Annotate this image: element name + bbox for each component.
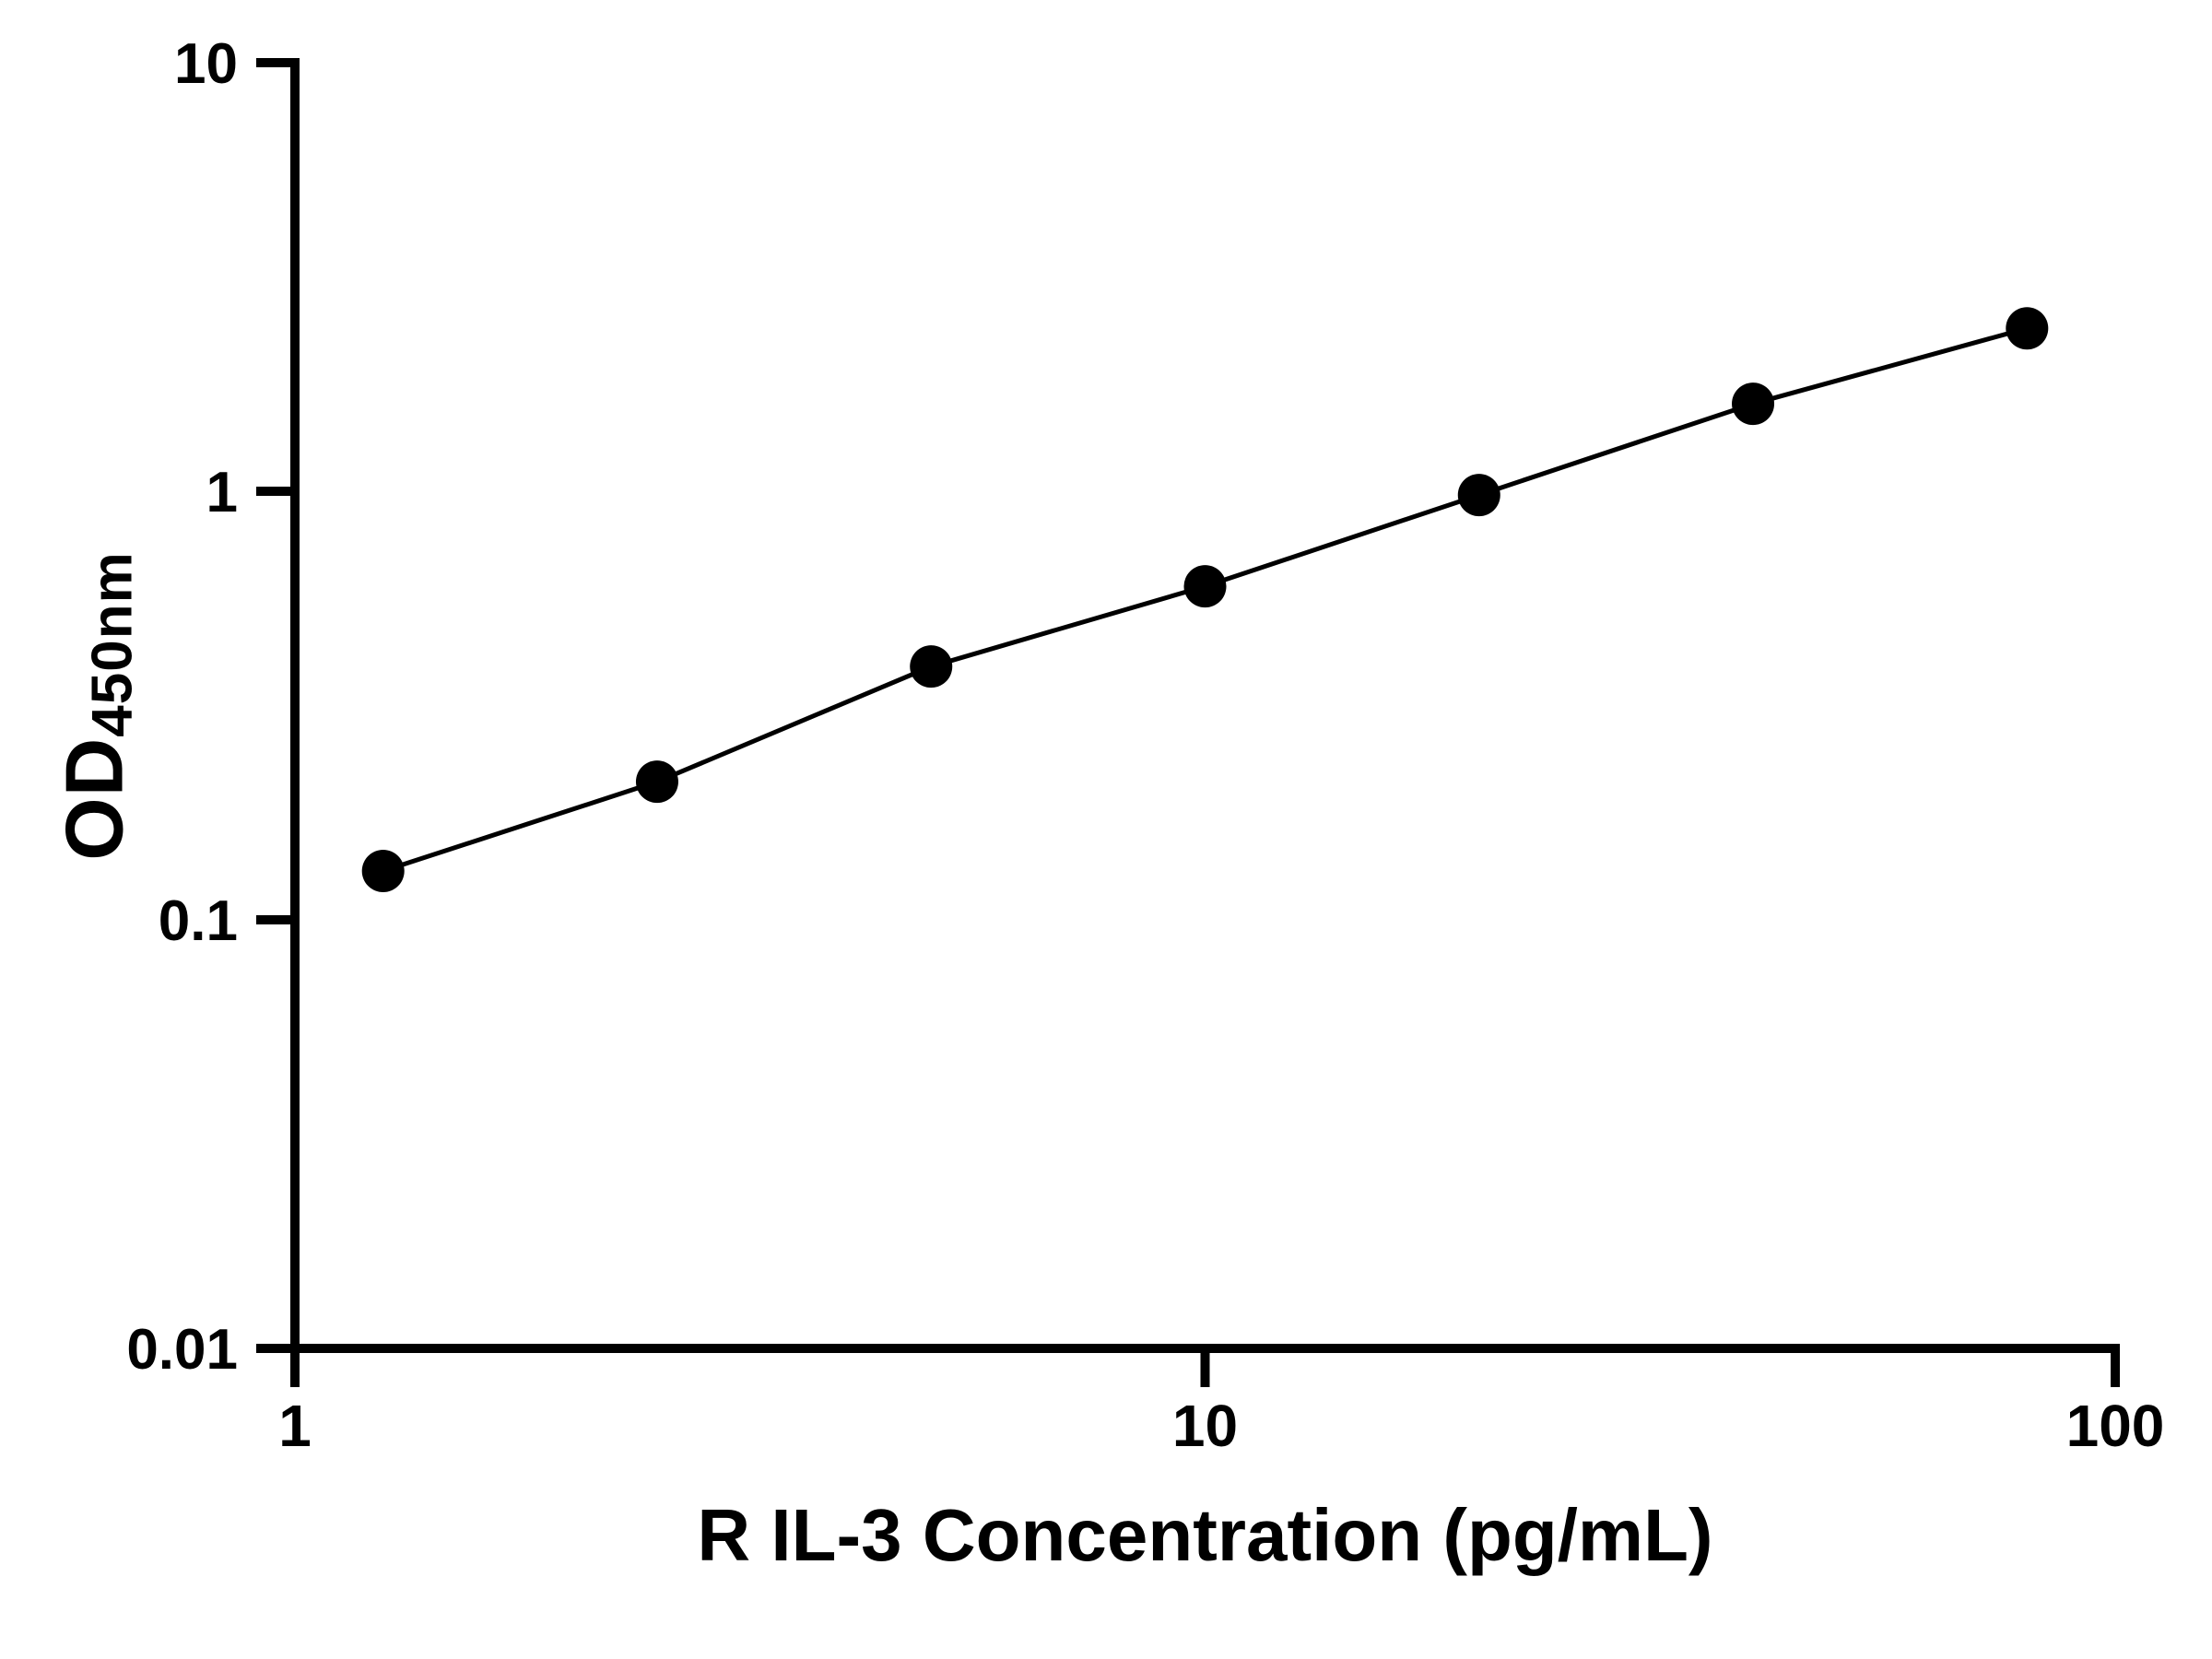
data-point bbox=[2006, 307, 2049, 350]
y-tick-label: 10 bbox=[174, 32, 238, 96]
x-tick-label: 10 bbox=[1172, 1393, 1238, 1459]
data-point bbox=[361, 850, 405, 893]
data-point bbox=[1732, 382, 1775, 426]
data-point bbox=[1183, 565, 1227, 608]
data-point bbox=[1457, 474, 1500, 517]
y-tick-label: 0.01 bbox=[126, 1318, 238, 1382]
x-tick-label: 100 bbox=[2066, 1393, 2165, 1459]
axis-spines bbox=[290, 58, 2120, 1353]
data-point bbox=[910, 645, 953, 688]
data-point bbox=[635, 760, 678, 804]
x-axis-label: R IL-3 Concentration (pg/mL) bbox=[697, 1494, 1713, 1576]
x-axis-label-wrap: R IL-3 Concentration (pg/mL) bbox=[295, 1493, 2115, 1578]
y-tick-label: 0.1 bbox=[159, 889, 238, 953]
x-tick-label: 1 bbox=[278, 1393, 312, 1459]
y-tick-label: 1 bbox=[206, 461, 238, 524]
